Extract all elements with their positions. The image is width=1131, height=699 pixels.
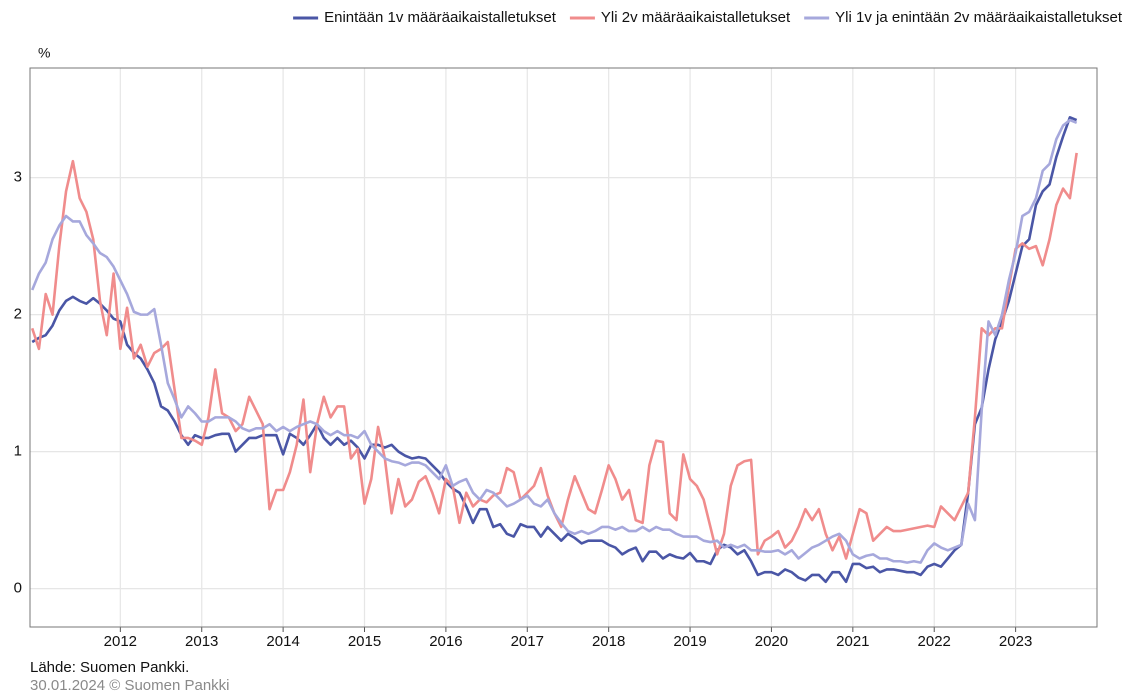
footnote: 30.01.2024 © Suomen Pankki (30, 677, 230, 694)
y-tick-label: 0 (14, 580, 22, 597)
x-tick-label: 2012 (104, 633, 137, 650)
legend-label: Yli 2v määräaikaistalletukset (601, 9, 791, 26)
x-tick-label: 2020 (755, 633, 788, 650)
series-line (31, 116, 1078, 584)
legend-label: Enintään 1v määräaikaistalletukset (324, 9, 557, 26)
y-tick-label: 2 (14, 306, 22, 323)
x-tick-label: 2017 (511, 633, 544, 650)
x-tick-label: 2021 (836, 633, 869, 650)
x-tick-label: 2015 (348, 633, 381, 650)
x-tick-label: 2013 (185, 633, 218, 650)
x-tick-label: 2022 (918, 633, 951, 650)
plot-border (29, 67, 1098, 628)
x-tick-label: 2019 (673, 633, 706, 650)
y-tick-label: 3 (14, 169, 22, 186)
legend-label: Yli 1v ja enintään 2v määräaikaistalletu… (835, 9, 1123, 26)
x-tick-label: 2016 (429, 633, 462, 650)
y-axis-unit: % (38, 45, 50, 61)
y-tick-label: 1 (14, 443, 22, 460)
x-tick-label: 2023 (999, 633, 1032, 650)
x-tick-label: 2018 (592, 633, 625, 650)
plot-background (30, 68, 1097, 627)
source: Lähde: Suomen Pankki. (30, 659, 189, 676)
x-tick-label: 2014 (266, 633, 299, 650)
series-line (30, 118, 1078, 564)
